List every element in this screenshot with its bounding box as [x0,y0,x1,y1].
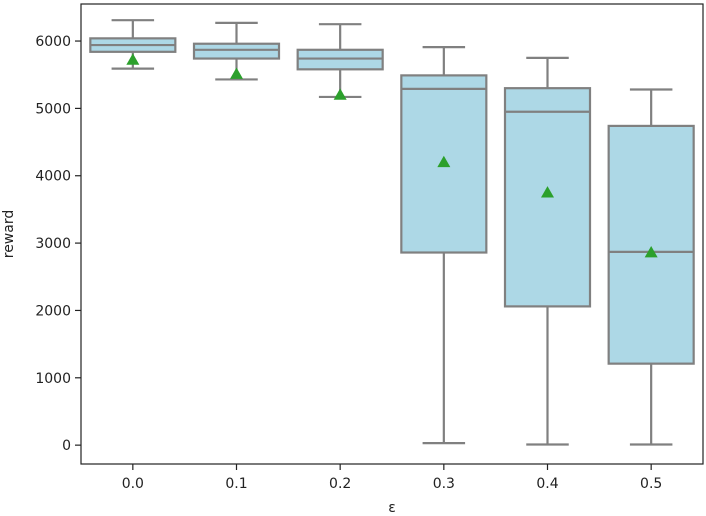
y-tick-label: 1000 [35,371,71,387]
y-tick-label: 3000 [35,236,71,252]
y-axis: 0 1000 2000 3000 4000 5000 6000 [35,34,81,454]
mean-marker [644,246,658,258]
box-group-0-4 [503,56,592,446]
y-tick-label: 2000 [35,303,71,319]
mean-marker [541,186,554,198]
x-axis: 0.0 0.1 0.2 0.3 0.4 0.5 [122,464,662,492]
box-group-0-2 [296,23,384,100]
x-tick-label: 0.2 [329,476,351,492]
box-group-0-1 [192,21,281,81]
y-tick-label: 4000 [35,169,71,185]
x-tick-label: 0.4 [536,476,558,492]
box-iqr [607,124,695,365]
mean-marker [126,53,140,65]
box-iqr [192,42,281,60]
y-axis-label: reward [1,210,17,259]
plot-area [89,19,695,446]
box-group-0-3 [400,46,488,445]
x-tick-label: 0.1 [225,476,247,492]
x-tick-label: 0.0 [122,476,144,492]
x-axis-label: ε [388,500,396,516]
y-tick-label: 6000 [35,34,71,50]
y-tick-label: 0 [62,438,71,454]
x-tick-label: 0.5 [640,476,662,492]
box-group-0-5 [607,88,695,446]
mean-marker [437,155,451,168]
box-group-0-0 [89,19,177,70]
x-tick-label: 0.3 [433,476,455,492]
mean-marker [230,67,243,79]
plot-frame [80,3,704,465]
y-tick-label: 5000 [35,101,71,117]
mean-marker [333,88,347,100]
